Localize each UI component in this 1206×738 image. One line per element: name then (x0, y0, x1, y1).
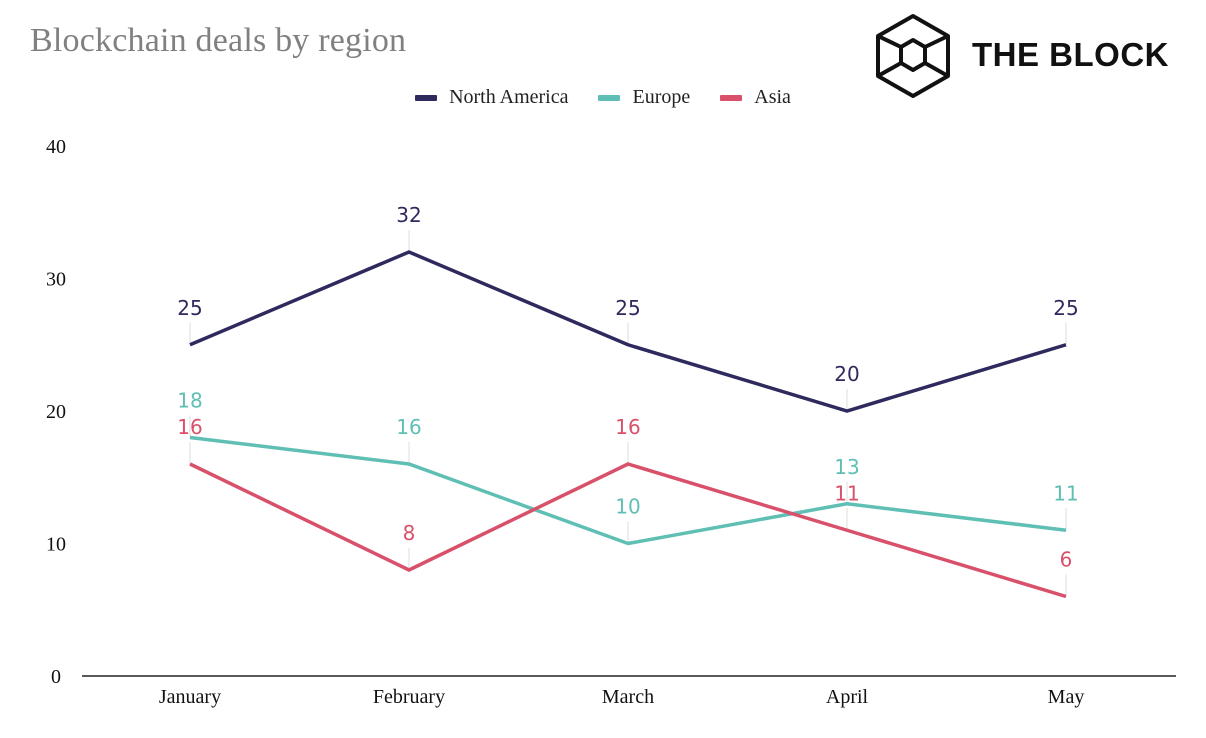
x-axis: January February March April May (82, 675, 1176, 708)
x-tick-label: January (159, 686, 221, 708)
legend-swatch (415, 94, 438, 101)
data-label: 10 (615, 495, 640, 519)
data-label: 16 (396, 415, 421, 439)
series-line (189, 435, 1067, 546)
series-line (189, 462, 1067, 599)
data-label: 18 (177, 389, 202, 413)
data-label: 8 (403, 521, 416, 545)
legend-swatch (598, 94, 621, 101)
x-tick-label: March (602, 686, 654, 708)
y-tick-label: 0 (51, 666, 61, 688)
brand-name: THE BLOCK (972, 36, 1169, 73)
x-tick-label: April (826, 686, 869, 708)
data-label: 16 (177, 415, 202, 439)
series-line (189, 250, 1067, 413)
chart-legend: North America Europe Asia (0, 86, 1206, 109)
y-tick-label: 40 (46, 136, 66, 158)
data-label: 11 (834, 481, 859, 505)
data-label: 20 (834, 362, 859, 386)
data-label: 32 (396, 203, 421, 227)
legend-label: Asia (754, 86, 791, 108)
brand-logo: THE BLOCK (874, 12, 1169, 98)
legend-item: North America (415, 86, 568, 109)
label-leader-lines (189, 230, 1067, 597)
legend-item: Asia (720, 86, 791, 109)
data-label: 11 (1053, 481, 1078, 505)
data-label: 6 (1060, 548, 1073, 572)
series-lines (189, 250, 1067, 599)
data-label: 25 (1053, 296, 1078, 320)
data-label: 16 (615, 415, 640, 439)
x-tick-label: May (1048, 686, 1085, 708)
y-tick-label: 20 (46, 401, 66, 423)
legend-label: Europe (632, 86, 691, 108)
x-tick-label: February (373, 686, 445, 708)
data-label: 25 (177, 296, 202, 320)
data-label: 25 (615, 296, 640, 320)
legend-swatch (720, 94, 743, 101)
y-tick-label: 30 (46, 269, 66, 291)
legend-label: North America (449, 86, 569, 108)
chart-title: Blockchain deals by region (30, 22, 407, 59)
legend-item: Europe (598, 86, 690, 109)
y-tick-label: 10 (46, 534, 66, 556)
data-label: 13 (834, 455, 859, 479)
cube-logo-icon (876, 14, 950, 98)
y-axis: 0 10 20 30 40 (46, 136, 66, 688)
